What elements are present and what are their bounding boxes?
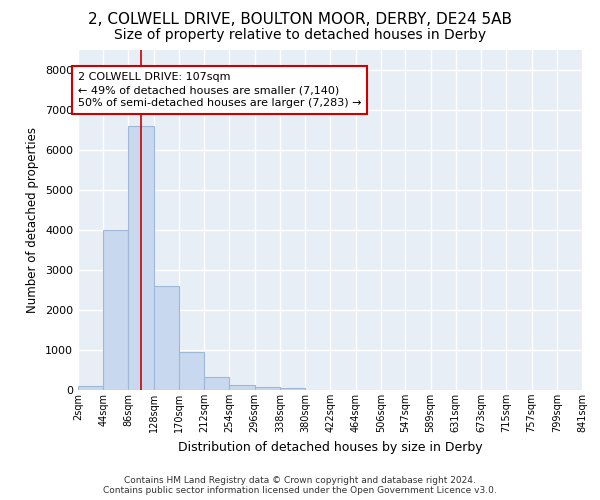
Bar (103, 230, 128, 390)
Bar (179, 352, 204, 390)
Bar (128, 126, 154, 390)
Bar (229, 385, 254, 390)
Bar (154, 286, 179, 390)
Bar (254, 387, 280, 390)
Text: 2 COLWELL DRIVE: 107sqm
← 49% of detached houses are smaller (7,140)
50% of semi: 2 COLWELL DRIVE: 107sqm ← 49% of detache… (78, 72, 361, 108)
Text: Size of property relative to detached houses in Derby: Size of property relative to detached ho… (114, 28, 486, 42)
Bar (280, 388, 305, 390)
Bar (204, 377, 229, 390)
Text: Contains HM Land Registry data © Crown copyright and database right 2024.
Contai: Contains HM Land Registry data © Crown c… (103, 476, 497, 495)
Bar (78, 386, 103, 390)
Y-axis label: Number of detached properties: Number of detached properties (26, 127, 40, 313)
X-axis label: Distribution of detached houses by size in Derby: Distribution of detached houses by size … (178, 440, 482, 454)
Text: 2, COLWELL DRIVE, BOULTON MOOR, DERBY, DE24 5AB: 2, COLWELL DRIVE, BOULTON MOOR, DERBY, D… (88, 12, 512, 28)
